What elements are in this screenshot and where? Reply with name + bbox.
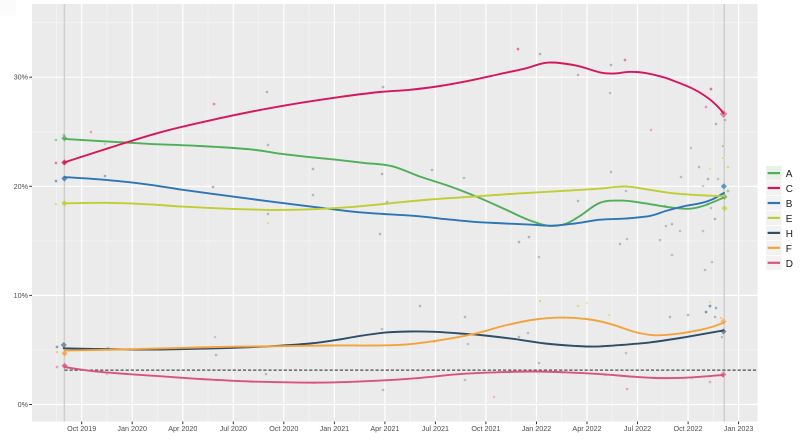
svg-text:Jul 2022: Jul 2022	[624, 424, 651, 433]
svg-text:30%: 30%	[14, 73, 29, 82]
svg-text:E: E	[786, 214, 793, 225]
svg-text:Apr 2020: Apr 2020	[168, 424, 197, 433]
svg-text:Oct 2021: Oct 2021	[471, 424, 500, 433]
svg-text:10%: 10%	[14, 291, 29, 300]
svg-text:A: A	[786, 169, 793, 180]
svg-text:0%: 0%	[18, 400, 29, 409]
svg-text:Jul 2021: Jul 2021	[422, 424, 449, 433]
svg-text:B: B	[786, 199, 793, 210]
svg-text:Oct 2022: Oct 2022	[674, 424, 703, 433]
svg-text:H: H	[786, 229, 793, 240]
svg-text:Apr 2021: Apr 2021	[370, 424, 399, 433]
svg-text:20%: 20%	[14, 182, 29, 191]
svg-text:D: D	[786, 259, 793, 270]
svg-text:Oct 2019: Oct 2019	[67, 424, 96, 433]
svg-text:Apr 2022: Apr 2022	[572, 424, 601, 433]
svg-text:F: F	[786, 244, 792, 255]
svg-text:Jan 2021: Jan 2021	[320, 424, 350, 433]
svg-text:Jan 2022: Jan 2022	[522, 424, 552, 433]
svg-text:C: C	[786, 184, 793, 195]
svg-text:Jul 2020: Jul 2020	[220, 424, 247, 433]
svg-text:Jan 2023: Jan 2023	[724, 424, 754, 433]
svg-text:Jan 2020: Jan 2020	[117, 424, 147, 433]
svg-text:Oct 2020: Oct 2020	[269, 424, 298, 433]
